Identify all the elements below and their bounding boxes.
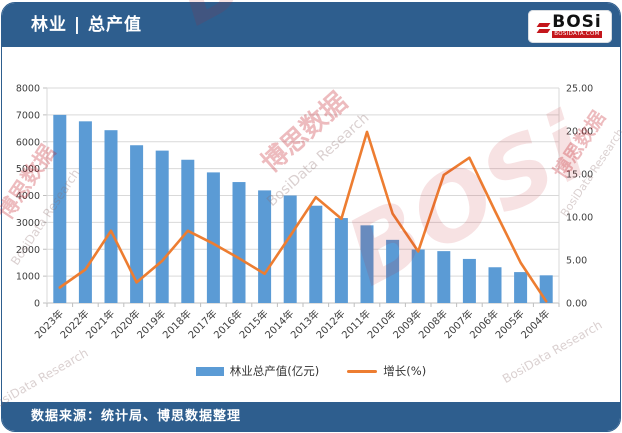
bar-2011年 xyxy=(360,225,374,303)
bar-swatch-icon xyxy=(195,366,224,376)
bar-2007年 xyxy=(462,258,476,303)
bar-2015年 xyxy=(258,190,272,303)
bar-2017年 xyxy=(206,172,220,303)
bar-line-chart: 0 1000 2000 3000 4000 5000 6000 7000 8000 0.00 5.0… xyxy=(16,84,593,342)
left-axis-label: 0 xyxy=(34,299,40,310)
left-axis-label: 8000 xyxy=(16,84,40,95)
data-source: 数据来源：统计局、博思数据整理 xyxy=(31,409,242,424)
bar-2014年 xyxy=(283,195,297,303)
legend-item-bars: 林业总产值(亿元) xyxy=(195,363,320,379)
left-axis-label: 3000 xyxy=(16,218,40,229)
growth-line xyxy=(58,130,548,303)
bar-2012年 xyxy=(334,218,348,303)
chart-area: 0 1000 2000 3000 4000 5000 6000 7000 8000 0.00 5.0… xyxy=(2,47,620,402)
right-axis-label: 15.00 xyxy=(566,170,593,181)
bar-2006年 xyxy=(488,267,502,303)
right-axis-label: 0.00 xyxy=(566,299,587,310)
right-axis-label: 10.00 xyxy=(566,213,593,224)
bar-2004年 xyxy=(539,275,553,303)
legend-label-line: 增长(%) xyxy=(383,364,427,378)
bar-2013年 xyxy=(309,205,323,303)
bar-2016年 xyxy=(232,182,246,303)
header: 林业 | 总产值 BOSi BOSIDATA.COM xyxy=(2,3,620,47)
bar-2020年 xyxy=(130,145,144,303)
legend: 林业总产值(亿元) 增长(%) xyxy=(2,363,620,379)
right-axis-label: 5.00 xyxy=(566,256,587,267)
legend-item-line: 增长(%) xyxy=(347,363,426,379)
bar-2010年 xyxy=(386,239,400,303)
left-axis-label: 4000 xyxy=(16,191,40,202)
bar-2022年 xyxy=(78,121,92,303)
footer: 数据来源：统计局、博思数据整理 xyxy=(2,402,620,431)
bar-2008年 xyxy=(437,251,451,303)
bar-2005年 xyxy=(514,272,528,303)
bosi-logo: BOSi BOSIDATA.COM xyxy=(528,10,612,43)
left-axis-label: 6000 xyxy=(16,137,40,148)
right-axis-label: 25.00 xyxy=(566,84,593,95)
bar-2023年 xyxy=(53,114,67,303)
left-axis-label: 5000 xyxy=(16,164,40,175)
bar-2009年 xyxy=(411,249,425,303)
bar-2019年 xyxy=(155,150,169,303)
left-axis-label: 2000 xyxy=(16,245,40,256)
logo-subtext: BOSIDATA.COM xyxy=(552,31,602,38)
x-axis-label: 2004年 xyxy=(518,307,552,341)
left-axis-label: 1000 xyxy=(16,272,40,283)
logo-stripes-icon xyxy=(536,22,551,33)
left-axis-label: 7000 xyxy=(16,110,40,121)
logo-text: BOSi xyxy=(552,12,602,32)
right-axis-label: 20.00 xyxy=(566,127,593,138)
legend-label-bars: 林业总产值(亿元) xyxy=(229,364,320,378)
page-title: 林业 | 总产值 xyxy=(31,15,143,35)
line-swatch-icon xyxy=(347,369,378,373)
bar-2021年 xyxy=(104,130,118,303)
